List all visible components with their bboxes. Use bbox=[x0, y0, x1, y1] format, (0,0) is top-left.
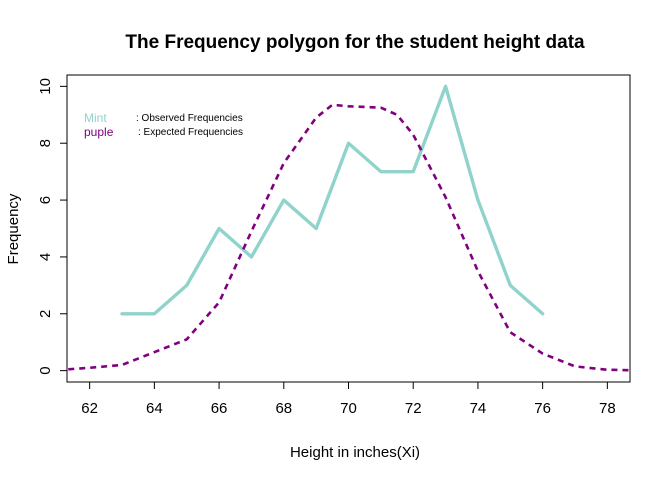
legend: Mint : Observed Frequencies puple : Expecte… bbox=[84, 111, 243, 139]
series-observed bbox=[120, 84, 545, 316]
x-axis: 62 64 66 68 70 72 74 76 78 bbox=[81, 382, 616, 417]
y-tick-label: 10 bbox=[37, 78, 54, 95]
x-tick-label: 78 bbox=[599, 400, 616, 417]
chart-title: The Frequency polygon for the student he… bbox=[125, 32, 585, 53]
y-tick-label: 6 bbox=[37, 196, 54, 204]
x-tick-label: 68 bbox=[275, 400, 292, 417]
x-tick-label: 70 bbox=[340, 400, 357, 417]
legend-key: Mint bbox=[84, 111, 107, 125]
y-axis-label: Frequency bbox=[5, 193, 22, 264]
y-tick-label: 8 bbox=[37, 139, 54, 147]
x-tick-label: 76 bbox=[534, 400, 551, 417]
legend-entry: : Expected Frequencies bbox=[138, 127, 243, 138]
y-tick-label: 4 bbox=[37, 253, 54, 261]
series-layer bbox=[67, 84, 630, 372]
y-tick-label: 2 bbox=[37, 310, 54, 318]
y-tick-label: 0 bbox=[37, 366, 54, 374]
x-tick-label: 62 bbox=[81, 400, 98, 417]
observed-frequency-line bbox=[120, 84, 545, 316]
x-tick-label: 66 bbox=[211, 400, 228, 417]
x-tick-label: 74 bbox=[470, 400, 487, 417]
x-axis-label: Height in inches(Xi) bbox=[290, 444, 420, 461]
x-tick-label: 72 bbox=[405, 400, 422, 417]
legend-entry: : Observed Frequencies bbox=[136, 113, 243, 124]
y-axis: 0 2 4 6 8 10 bbox=[37, 78, 67, 375]
legend-key: puple bbox=[84, 125, 114, 139]
series-expected bbox=[67, 103, 630, 372]
x-tick-label: 64 bbox=[146, 400, 163, 417]
